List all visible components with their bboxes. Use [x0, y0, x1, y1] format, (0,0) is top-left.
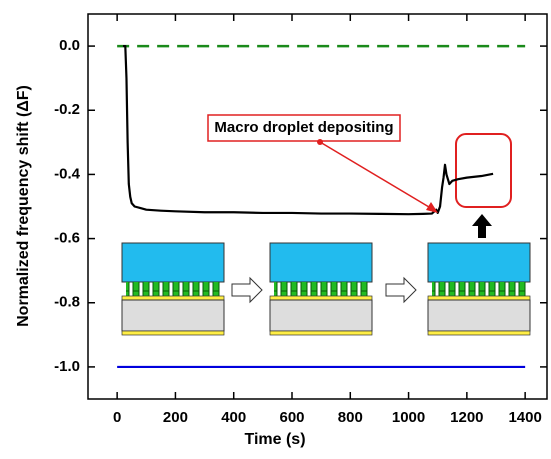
- schematics: [122, 134, 530, 335]
- y-tick-label: -1.0: [54, 358, 80, 375]
- x-tick-label: 0: [113, 409, 121, 426]
- step-arrow: [232, 278, 262, 302]
- y-tick-label: -0.8: [54, 294, 80, 311]
- y-tick-label: -0.4: [54, 165, 81, 182]
- annotation-arrow: [320, 142, 434, 210]
- x-tick-label: 1000: [392, 409, 425, 426]
- y-tick-label: 0.0: [59, 37, 80, 54]
- annotation-head: [426, 202, 438, 213]
- schematic: [428, 243, 530, 335]
- chart: Time (s) Normalized frequency shift (ΔF)…: [0, 0, 551, 454]
- annotation-dot: [317, 139, 323, 145]
- zoom-box: [456, 134, 511, 207]
- x-tick-label: 1200: [450, 409, 483, 426]
- y-tick-label: -0.2: [54, 101, 80, 118]
- y-axis-label: Normalized frequency shift (ΔF): [15, 85, 32, 327]
- y-tick-label: -0.6: [54, 230, 80, 247]
- annotation: Macro droplet depositing: [214, 119, 393, 136]
- x-tick-label: 400: [221, 409, 246, 426]
- x-tick-label: 1400: [508, 409, 541, 426]
- up-arrow: [472, 214, 492, 238]
- x-tick-label: 600: [279, 409, 304, 426]
- schematic: [270, 243, 372, 335]
- step-arrow: [386, 278, 416, 302]
- schematic: [122, 243, 224, 335]
- x-axis-label: Time (s): [244, 431, 305, 448]
- x-tick-label: 800: [338, 409, 363, 426]
- x-tick-label: 200: [163, 409, 188, 426]
